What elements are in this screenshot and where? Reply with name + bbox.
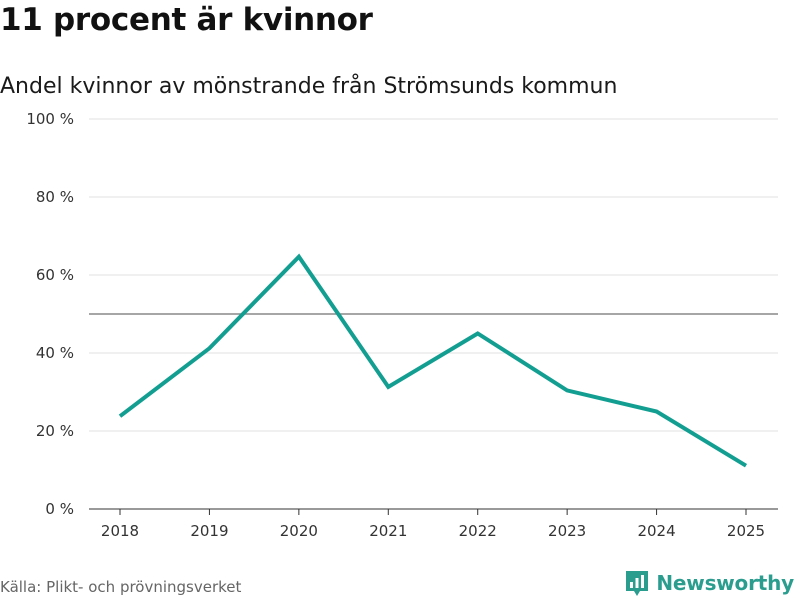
y-tick-label: 80 % (36, 188, 74, 206)
brand-name: Newsworthy (656, 571, 794, 595)
x-tick-label: 2025 (727, 522, 765, 540)
y-tick-label: 100 % (26, 110, 74, 128)
x-tick-label: 2022 (459, 522, 497, 540)
source-note: Källa: Plikt- och prövningsverket (0, 578, 242, 596)
x-tick-label: 2018 (101, 522, 139, 540)
y-tick-label: 20 % (36, 422, 74, 440)
series-line-andel-kvinnor (118, 253, 748, 468)
chart-subtitle: Andel kvinnor av mönstrande från Strömsu… (0, 74, 618, 99)
y-tick-label: 0 % (45, 500, 74, 518)
y-tick-label: 60 % (36, 266, 74, 284)
x-tick-label: 2020 (280, 522, 318, 540)
x-tick-label: 2023 (548, 522, 586, 540)
x-tick-label: 2021 (369, 522, 407, 540)
chart-title: 11 procent är kvinnor (0, 2, 373, 38)
x-tick-label: 2019 (190, 522, 228, 540)
brand-logo: Newsworthy (624, 568, 794, 598)
newsworthy-logo-icon (626, 571, 649, 596)
x-tick-label: 2024 (637, 522, 675, 540)
y-tick-label: 40 % (36, 344, 74, 362)
